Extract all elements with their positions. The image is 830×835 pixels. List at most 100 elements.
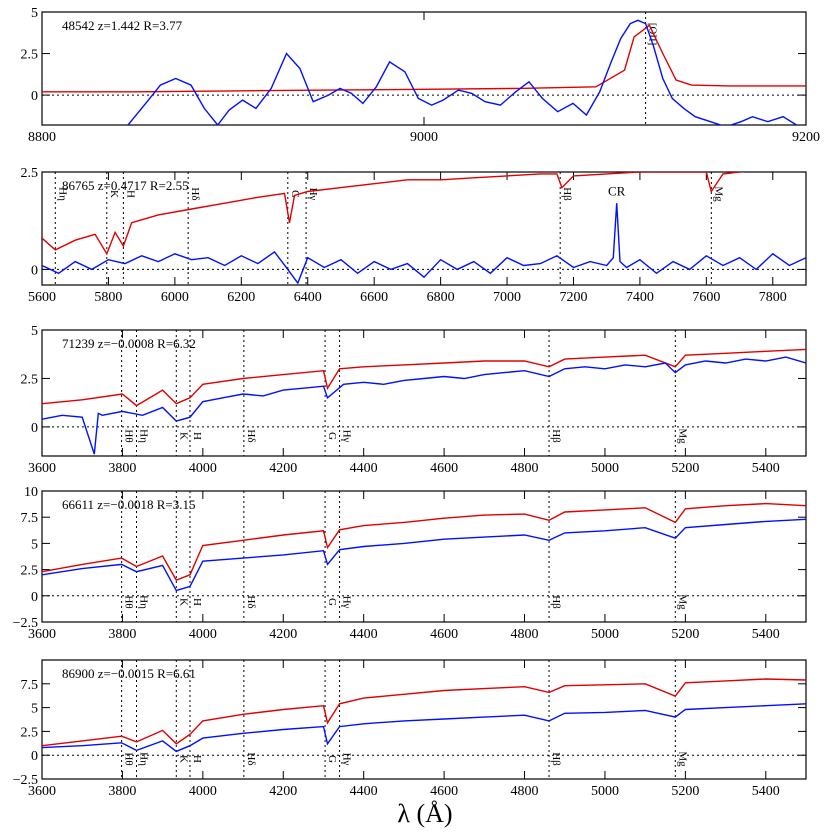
line-marker-label: H	[191, 432, 203, 440]
line-marker-label: Hη	[137, 595, 149, 609]
y-tick-label: 2.5	[21, 725, 39, 740]
line-marker-label: Hδ	[189, 187, 201, 200]
line-marker-label: K	[108, 190, 120, 198]
x-tick-label: 4600	[430, 461, 458, 476]
x-tick-label: 5600	[28, 290, 56, 305]
x-tick-label: 7000	[493, 290, 521, 305]
spectrum-line	[42, 203, 806, 285]
line-marker-label: Mg	[676, 428, 688, 444]
x-tick-label: 5800	[94, 290, 122, 305]
line-marker-label: Hβ	[550, 595, 562, 609]
panel-id-label: 86765 z=0.4717 R=2.55	[62, 178, 189, 193]
line-marker-label: Hγ	[341, 596, 353, 609]
x-tick-label: 4200	[269, 461, 297, 476]
panel-frame	[41, 490, 807, 623]
line-marker-label: Hη	[137, 429, 149, 443]
line-marker-label: Hβ	[561, 187, 573, 201]
line-marker-label: H	[191, 755, 203, 763]
y-tick-label: 7.5	[21, 678, 39, 693]
x-tick-label: 3600	[28, 627, 56, 642]
line-marker-label: Hγ	[341, 430, 353, 443]
y-tick-label: 2.5	[21, 166, 39, 181]
x-tick-label: 5200	[671, 461, 699, 476]
y-tick-label: 5	[31, 6, 38, 21]
spectrum-line	[42, 518, 806, 592]
series-group	[42, 172, 806, 285]
panel-id-label: 86900 z=−0.0015 R=6.61	[62, 666, 196, 681]
x-tick-label: 4000	[189, 461, 217, 476]
x-tick-label: 4000	[189, 784, 217, 799]
x-tick-label: 7400	[626, 290, 654, 305]
x-tick-label: 3600	[28, 784, 56, 799]
line-marker-label: K	[177, 755, 189, 763]
line-marker-label: G	[326, 755, 338, 763]
y-tick-label: 5	[31, 324, 38, 339]
y-tick-label: 0	[31, 749, 38, 764]
x-tick-label: 5200	[671, 784, 699, 799]
x-axis-title: λ (Å)	[397, 799, 452, 828]
x-tick-label: 4200	[269, 627, 297, 642]
x-tick-label: 6800	[427, 290, 455, 305]
panel-frame	[41, 659, 807, 780]
x-tick-label: 5400	[752, 627, 780, 642]
x-tick-label: 4400	[350, 627, 378, 642]
line-marker-label: H	[191, 598, 203, 606]
panel-id-label: 71239 z=−0.0008 R=6.32	[62, 336, 196, 351]
line-marker-label: Hδ	[245, 429, 257, 442]
line-marker-label: Hη	[56, 187, 68, 201]
x-tick-label: 3800	[108, 784, 136, 799]
y-tick-label: 0	[31, 89, 38, 104]
line-marker-label: H	[124, 190, 136, 198]
spectrum-line	[42, 356, 806, 455]
spectrum-line	[42, 24, 806, 93]
line-marker-label: Hθ	[123, 595, 135, 608]
x-tick-label: 5400	[752, 784, 780, 799]
y-tick-label: 5	[31, 702, 38, 717]
x-tick-label: 4800	[511, 461, 539, 476]
x-tick-label: 7600	[692, 290, 720, 305]
x-tick-label: 5400	[752, 461, 780, 476]
x-tick-label: 3600	[28, 461, 56, 476]
y-tick-label: 7.5	[21, 511, 39, 526]
y-tick-label: 2.5	[21, 564, 39, 579]
x-tick-label: 7800	[759, 290, 787, 305]
panel-id-label: 66611 z=−0.0018 R=3.15	[62, 497, 195, 512]
series-group	[42, 502, 806, 592]
panel-annotation: CR	[608, 183, 626, 198]
x-tick-label: 7200	[559, 290, 587, 305]
line-marker-label: Mg	[676, 751, 688, 767]
line-marker-label: Hη	[137, 752, 149, 766]
series-group	[42, 678, 806, 753]
line-marker-label: Hβ	[550, 429, 562, 443]
line-marker-label: Hβ	[550, 752, 562, 766]
spectrum-line	[42, 703, 806, 753]
line-marker-label: Mg	[676, 594, 688, 610]
x-tick-label: 4000	[189, 627, 217, 642]
x-tick-label: 4200	[269, 784, 297, 799]
panel-id-label: 48542 z=1.442 R=3.77	[62, 18, 183, 33]
x-tick-label: 3800	[108, 627, 136, 642]
panel-3: 3600 3800 4000 4200 4400 4600 4800 5000 5200 5400…	[21, 324, 807, 476]
panel-2: 5600 5800 6000 6200 6400 6600 6800 7000 7200 7400…	[21, 166, 807, 305]
y-tick-label: 0	[31, 421, 38, 436]
x-tick-label: 6000	[161, 290, 189, 305]
line-marker-label: Hγ	[307, 188, 319, 201]
x-tick-label: 4600	[430, 784, 458, 799]
spectrum-line	[127, 19, 797, 125]
line-marker-label: K	[177, 432, 189, 440]
y-tick-label: −2.5	[13, 773, 38, 788]
x-tick-label: 4400	[350, 784, 378, 799]
line-marker-label: Hδ	[245, 595, 257, 608]
x-tick-label: 4400	[350, 461, 378, 476]
x-tick-label: 5000	[591, 627, 619, 642]
y-tick-label: 2.5	[21, 372, 39, 387]
spectrum-line	[42, 678, 806, 747]
series-group	[42, 19, 806, 125]
y-tick-label: 2.5	[21, 48, 39, 63]
x-tick-label: 5000	[591, 784, 619, 799]
panel-4: 3600 3800 4000 4200 4400 4600 4800 5000 5200 5400…	[13, 485, 807, 642]
line-marker-label: Hθ	[123, 429, 135, 442]
